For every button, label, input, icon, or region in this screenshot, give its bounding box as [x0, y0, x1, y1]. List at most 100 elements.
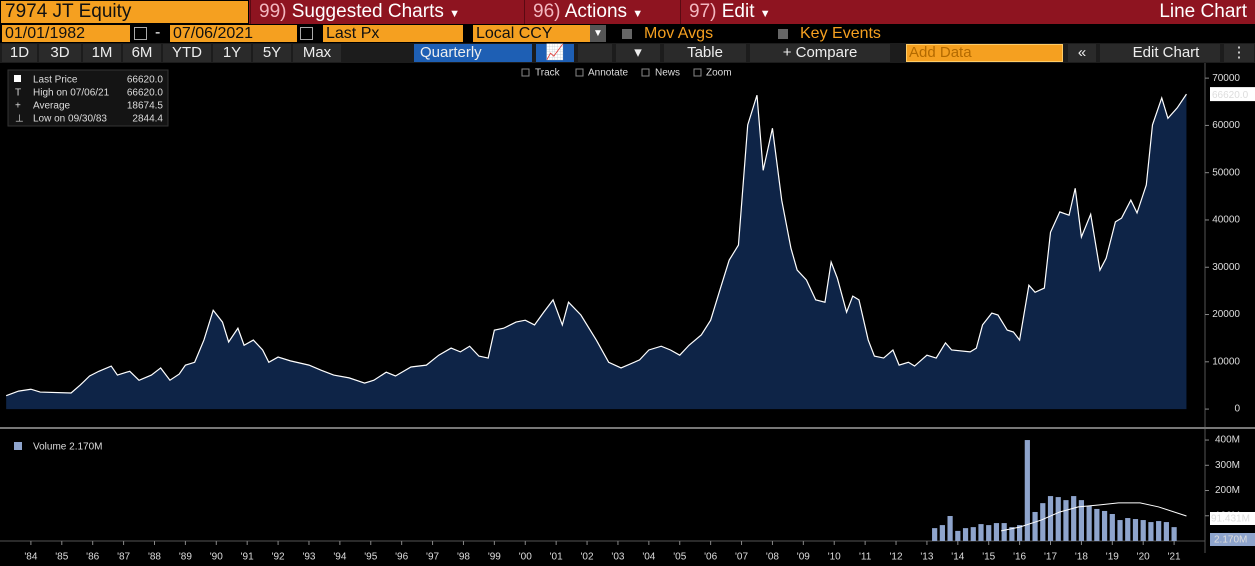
collapse-button[interactable]: «	[1068, 44, 1096, 62]
menu-item[interactable]: 97) Edit ▼	[680, 0, 797, 24]
tool-label[interactable]: Annotate	[588, 68, 628, 79]
volume-bar	[1055, 497, 1061, 541]
x-tick-label: '19	[1106, 552, 1119, 563]
menu-num: 96)	[533, 1, 561, 22]
x-tick-label: '94	[333, 552, 346, 563]
dropdown[interactable]: ▼	[590, 25, 606, 42]
menu-item[interactable]: 99) Suggested Charts ▼	[250, 0, 521, 24]
x-tick-label: '99	[488, 552, 501, 563]
x-tick-label: '05	[673, 552, 686, 563]
frequency-button[interactable]: Quarterly	[414, 44, 532, 62]
x-tick-label: '16	[1013, 552, 1026, 563]
y-tick-label: 300M	[1215, 460, 1240, 471]
x-tick-label: '07	[735, 552, 748, 563]
area-fill	[6, 94, 1187, 410]
currency[interactable]: Local CCY	[473, 25, 590, 42]
volume-bar	[1101, 510, 1108, 541]
calendar-icon[interactable]	[134, 27, 147, 40]
tool-icon[interactable]	[575, 68, 584, 77]
style-dropdown[interactable]: ▾	[616, 44, 660, 62]
x-tick-label: '01	[550, 552, 563, 563]
legend-swatch	[14, 75, 21, 82]
x-tick-label: '11	[859, 552, 872, 563]
legend-label: Low on 09/30/83	[33, 114, 107, 125]
legend-value: 2844.4	[132, 114, 163, 125]
volume-bar	[1109, 513, 1115, 541]
x-tick-label: '91	[241, 552, 254, 563]
tool-label[interactable]: News	[655, 68, 680, 79]
x-tick-label: '09	[797, 552, 810, 563]
checkbox[interactable]	[778, 29, 788, 39]
y-tick-label: 400M	[1215, 435, 1240, 446]
volume-bar	[939, 525, 945, 541]
legend-glyph: +	[15, 101, 21, 112]
start-date[interactable]: 01/01/1982	[2, 25, 130, 42]
x-tick-label: '13	[920, 552, 933, 563]
volume-bar	[1063, 500, 1069, 541]
menu-label: Edit	[721, 1, 755, 22]
tool-icon[interactable]	[693, 68, 702, 77]
line-style-button[interactable]: 📈	[536, 44, 574, 62]
x-tick-label: '87	[117, 552, 130, 563]
y-tick-label: 60000	[1212, 120, 1240, 131]
option[interactable]: Mov Avgs	[644, 25, 714, 42]
period-button[interactable]: 5Y	[253, 44, 291, 62]
legend-value: 66620.0	[127, 75, 164, 86]
option[interactable]: Key Events	[800, 25, 881, 42]
volume-bar	[947, 516, 953, 541]
bar-style-button[interactable]	[578, 44, 612, 62]
legend-glyph: T	[15, 88, 21, 99]
tool-icon[interactable]	[641, 68, 650, 77]
legend-label: Average	[33, 101, 71, 112]
controls-row: 01/01/1982 - 07/06/2021 Last Px Local CC…	[0, 24, 1255, 43]
menu-item[interactable]: 96) Actions ▼	[524, 0, 677, 24]
checkbox[interactable]	[622, 29, 632, 39]
legend-box	[7, 69, 169, 127]
volume-bar	[970, 527, 976, 541]
volume-bar	[1125, 518, 1131, 541]
add-data[interactable]: Add Data	[906, 44, 1063, 62]
volume-bar	[1086, 505, 1092, 541]
compare-button[interactable]: + Compare	[750, 44, 890, 62]
x-tick-label: '98	[457, 552, 470, 563]
period-button[interactable]: 1D	[2, 44, 37, 62]
volume-average-line	[1000, 502, 1187, 532]
legend-value: 18674.5	[127, 101, 164, 112]
volume-bar	[1163, 522, 1169, 541]
price-line	[5, 93, 1187, 397]
edit-chart[interactable]: Edit Chart	[1100, 44, 1220, 62]
period-button[interactable]: 1Y	[213, 44, 251, 62]
toolbar: 1D 3D 1M 6M YTD 1Y 5Y Max Quarterly 📈 ▾ Table + Comp…	[0, 43, 1255, 63]
ticker[interactable]: 7974 JT Equity	[0, 0, 249, 24]
last-price-box	[1210, 87, 1255, 102]
volume-bar	[1117, 520, 1123, 541]
period-button[interactable]: 3D	[39, 44, 81, 62]
dash: -	[155, 24, 161, 41]
table-button[interactable]: Table	[664, 44, 746, 62]
y-tick-label: 10000	[1212, 356, 1240, 367]
period-button[interactable]: Max	[293, 44, 341, 62]
volume-bar	[1024, 440, 1030, 541]
volume-bar	[1001, 523, 1007, 541]
end-date[interactable]: 07/06/2021	[170, 25, 297, 42]
field[interactable]: Last Px	[323, 25, 463, 42]
legend-label: Last Price	[33, 75, 78, 86]
period-button[interactable]: 1M	[83, 44, 121, 62]
tool-icon[interactable]	[521, 68, 530, 77]
tool-label[interactable]: Zoom	[706, 68, 732, 79]
volume-bar	[1148, 522, 1154, 541]
period-button[interactable]: 6M	[123, 44, 161, 62]
menu-label: Actions	[564, 1, 628, 22]
menu-num: 99)	[259, 1, 287, 22]
avg-volume-label: 91.431M	[1211, 514, 1250, 525]
more-button[interactable]: ⋮	[1224, 44, 1254, 62]
period-button[interactable]: YTD	[163, 44, 211, 62]
volume-bar	[978, 524, 984, 541]
x-tick-label: '20	[1137, 552, 1150, 563]
calendar-icon[interactable]	[300, 27, 313, 40]
tool-label[interactable]: Track	[535, 68, 561, 79]
x-tick-label: '06	[704, 552, 717, 563]
menu-num: 97)	[689, 1, 717, 22]
legend-value: 66620.0	[127, 88, 164, 99]
